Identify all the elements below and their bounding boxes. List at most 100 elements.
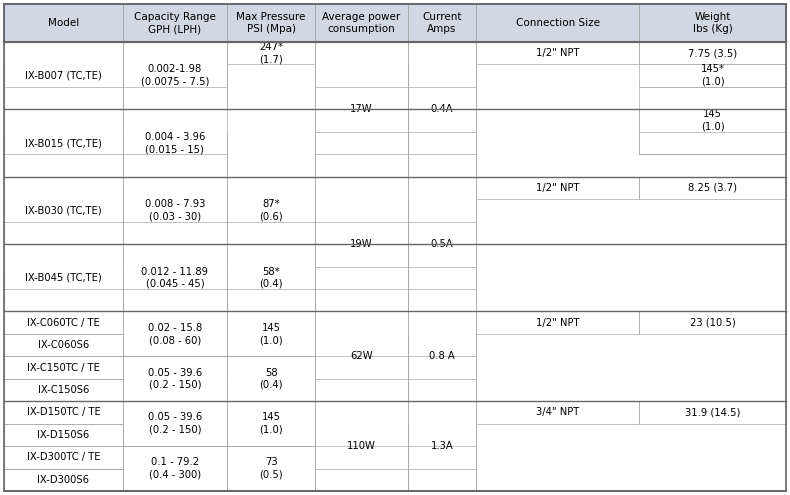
Bar: [408, 222, 476, 244]
Text: Connection Size: Connection Size: [516, 18, 600, 28]
Text: 58
(0.4): 58 (0.4): [259, 368, 283, 390]
Bar: [476, 401, 639, 424]
Bar: [123, 401, 227, 446]
Bar: [476, 177, 639, 199]
Text: 0.05 - 39.6
(0.2 - 150): 0.05 - 39.6 (0.2 - 150): [148, 368, 202, 390]
Bar: [123, 154, 227, 177]
Text: IX-C060TC / TE: IX-C060TC / TE: [27, 318, 100, 328]
Text: 62W: 62W: [350, 351, 373, 361]
Bar: [315, 199, 408, 222]
Bar: [408, 199, 476, 222]
Text: 0.1 - 79.2
(0.4 - 300): 0.1 - 79.2 (0.4 - 300): [149, 457, 201, 480]
Text: 23 (10.5): 23 (10.5): [690, 318, 735, 328]
Bar: [408, 177, 476, 311]
Text: 0.002-1.98
(0.0075 - 7.5): 0.002-1.98 (0.0075 - 7.5): [141, 64, 209, 87]
Bar: [408, 289, 476, 311]
Bar: [4, 132, 123, 154]
Text: 0.02 - 15.8
(0.08 - 60): 0.02 - 15.8 (0.08 - 60): [148, 323, 202, 345]
Text: 145
(1.0): 145 (1.0): [259, 323, 283, 345]
Text: 110W: 110W: [347, 441, 376, 451]
Bar: [315, 311, 408, 401]
Text: Max Pressure
PSI (Mpa): Max Pressure PSI (Mpa): [236, 12, 306, 34]
Bar: [4, 222, 123, 244]
Bar: [123, 109, 227, 177]
Text: 73
(0.5): 73 (0.5): [259, 457, 283, 480]
Bar: [315, 42, 408, 177]
Bar: [315, 379, 408, 401]
Bar: [4, 311, 123, 334]
Bar: [408, 401, 476, 491]
Text: IX-C150S6: IX-C150S6: [38, 385, 89, 395]
Text: 8.25 (3.7): 8.25 (3.7): [688, 183, 737, 193]
Bar: [227, 446, 315, 491]
Text: 1.3A: 1.3A: [431, 441, 453, 451]
Text: Weight
lbs (Kg): Weight lbs (Kg): [693, 12, 732, 34]
Bar: [4, 356, 123, 379]
Bar: [123, 266, 227, 289]
Text: IX-C150TC / TE: IX-C150TC / TE: [27, 362, 100, 373]
Bar: [123, 244, 227, 311]
Bar: [639, 64, 786, 87]
Bar: [408, 334, 476, 356]
Bar: [408, 132, 476, 154]
Bar: [639, 109, 786, 132]
Text: 1/2" NPT: 1/2" NPT: [536, 48, 579, 58]
Bar: [315, 401, 408, 491]
Bar: [408, 4, 476, 42]
Text: Model: Model: [48, 18, 79, 28]
Text: 0.004 - 3.96
(0.015 - 15): 0.004 - 3.96 (0.015 - 15): [145, 132, 205, 154]
Bar: [315, 64, 408, 87]
Bar: [123, 469, 227, 491]
Bar: [227, 266, 315, 289]
Bar: [639, 132, 786, 154]
Bar: [315, 446, 408, 469]
Bar: [408, 446, 476, 469]
Text: IX-C060S6: IX-C060S6: [38, 340, 89, 350]
Bar: [123, 356, 227, 401]
Text: 0.012 - 11.89
(0.045 - 45): 0.012 - 11.89 (0.045 - 45): [141, 266, 209, 289]
Text: IX-B007 (TC,TE): IX-B007 (TC,TE): [25, 71, 102, 81]
Bar: [4, 446, 123, 469]
Bar: [315, 244, 408, 266]
Bar: [639, 42, 786, 64]
Text: IX-B045 (TC,TE): IX-B045 (TC,TE): [25, 273, 102, 283]
Bar: [123, 87, 227, 109]
Bar: [4, 334, 123, 356]
Bar: [227, 244, 315, 311]
Bar: [315, 469, 408, 491]
Bar: [123, 379, 227, 401]
Text: 1/2" NPT: 1/2" NPT: [536, 183, 579, 193]
Text: 1/2" NPT: 1/2" NPT: [536, 318, 579, 328]
Text: 0.05 - 39.6
(0.2 - 150): 0.05 - 39.6 (0.2 - 150): [148, 412, 202, 435]
Bar: [4, 244, 123, 311]
Bar: [639, 177, 786, 199]
Bar: [4, 87, 123, 109]
Bar: [408, 64, 476, 87]
Bar: [227, 311, 315, 356]
Text: 19W: 19W: [350, 239, 373, 249]
Text: 0.5A: 0.5A: [431, 239, 453, 249]
Bar: [408, 379, 476, 401]
Bar: [315, 132, 408, 154]
Bar: [4, 266, 123, 289]
Text: IX-B030 (TC,TE): IX-B030 (TC,TE): [25, 205, 102, 215]
Bar: [476, 4, 639, 42]
Bar: [408, 311, 476, 401]
Bar: [4, 424, 123, 446]
Bar: [123, 64, 227, 87]
Text: IX-D150S6: IX-D150S6: [37, 430, 89, 440]
Text: 247*
(1.7): 247* (1.7): [259, 42, 283, 64]
Text: 87*
(0.6): 87* (0.6): [259, 199, 283, 222]
Bar: [639, 311, 786, 334]
Bar: [408, 154, 476, 177]
Bar: [227, 401, 315, 446]
Bar: [123, 42, 227, 109]
Text: IX-D150TC / TE: IX-D150TC / TE: [27, 407, 100, 417]
Bar: [123, 446, 227, 491]
Bar: [4, 379, 123, 401]
Bar: [315, 334, 408, 356]
Bar: [227, 289, 315, 311]
Bar: [4, 154, 123, 177]
Bar: [315, 356, 408, 379]
Text: Capacity Range
GPH (LPH): Capacity Range GPH (LPH): [134, 12, 216, 34]
